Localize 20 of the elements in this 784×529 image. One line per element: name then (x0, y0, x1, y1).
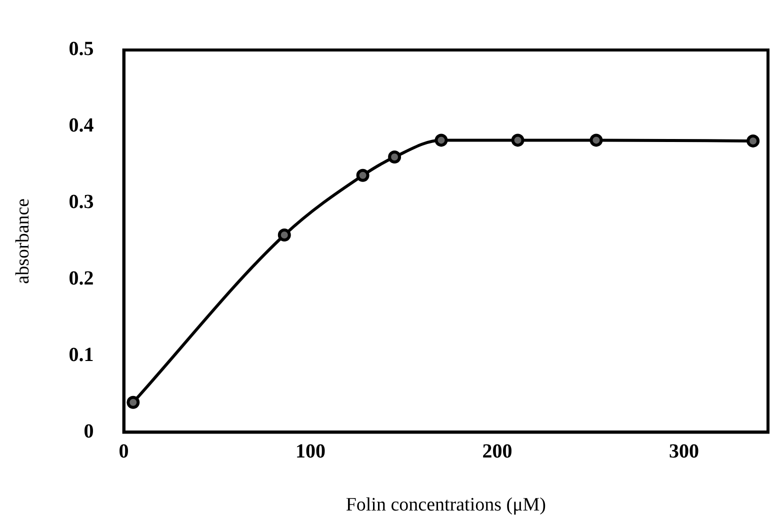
y-tick-label: 0.1 (68, 344, 94, 366)
x-tick-label: 100 (296, 440, 326, 462)
y-axis-title: absorbance (12, 198, 34, 284)
y-tick-label: 0.2 (68, 267, 94, 290)
x-tick-label: 0 (118, 440, 129, 462)
point (746, 134, 760, 148)
point (388, 150, 402, 164)
x-axis-title: Folin concentrations (μM) (346, 494, 546, 516)
y-tick-label: 0.3 (68, 191, 94, 214)
point (356, 168, 370, 182)
x-tick-label: 200 (482, 440, 512, 462)
point (434, 134, 448, 147)
point (278, 228, 291, 242)
x-tick-label: 300 (668, 440, 699, 462)
point (126, 396, 140, 409)
y-tick-label: 0.5 (68, 38, 94, 60)
point (590, 134, 603, 147)
y-tick-label: 0.4 (68, 114, 94, 137)
point (511, 134, 524, 147)
y-tick-label: 0 (84, 420, 94, 442)
